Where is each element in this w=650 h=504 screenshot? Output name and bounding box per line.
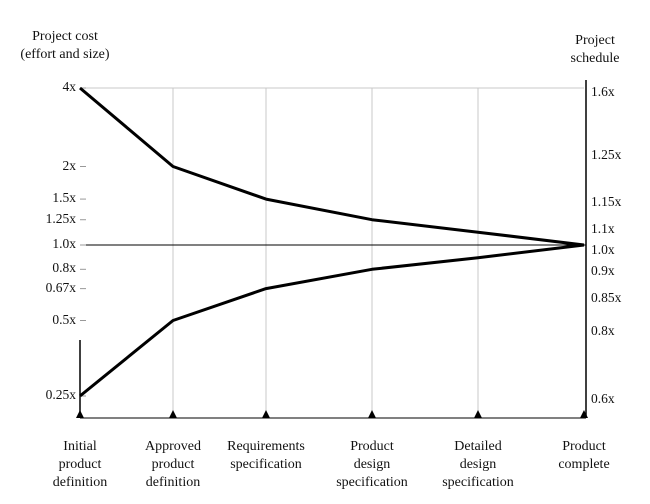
right-tick-label: 0.85x — [591, 290, 622, 305]
right-tick-label: 1.0x — [591, 242, 615, 257]
left-tick-label: 0.8x — [52, 260, 76, 276]
right-tick-label: 1.15x — [591, 194, 622, 209]
right-tick-label: 0.6x — [591, 391, 615, 406]
gridlines — [82, 87, 584, 418]
axes — [79, 80, 587, 419]
category-label: Product complete — [558, 439, 610, 472]
lower-bound-line — [79, 243, 585, 398]
milestone-marker — [262, 410, 270, 418]
left-tick-label: 1.0x — [52, 236, 76, 251]
milestone-marker — [580, 410, 588, 418]
right-tick-label: 0.8x — [591, 323, 615, 338]
left-axis-title: Project cost (effort and size) — [20, 29, 110, 62]
milestone-marker — [474, 410, 482, 418]
right-axis-title: Project schedule — [570, 33, 620, 66]
milestone-marker — [169, 410, 177, 418]
left-tick-label: 0.67x — [45, 279, 76, 295]
right-tick-label: 1.1x — [591, 221, 615, 236]
milestone-marker — [368, 410, 376, 418]
right-tick-label: 1.25x — [591, 147, 622, 162]
category-markers — [76, 410, 588, 418]
category-label: Requirements specification — [227, 439, 305, 472]
left-tick-label: 1.25x — [45, 210, 76, 226]
category-label: Initial product definition — [52, 439, 108, 490]
upper-bound-line — [79, 86, 585, 247]
category-label: Detailed design specification — [442, 439, 514, 490]
category-label: Approved product definition — [145, 439, 201, 490]
left-tick-label: 4x — [62, 79, 77, 94]
left-tick-label: 2x — [62, 157, 77, 173]
left-tick-label: 1.5x — [52, 190, 76, 206]
category-label: Product design specification — [336, 439, 408, 490]
right-tick-label: 0.9x — [591, 263, 615, 278]
left-tick-label: 0.25x — [45, 387, 76, 402]
right-tick-label: 1.6x — [591, 84, 615, 99]
milestone-marker — [76, 410, 84, 418]
series-lines — [79, 86, 585, 398]
left-tick-label: 0.5x — [52, 311, 76, 327]
